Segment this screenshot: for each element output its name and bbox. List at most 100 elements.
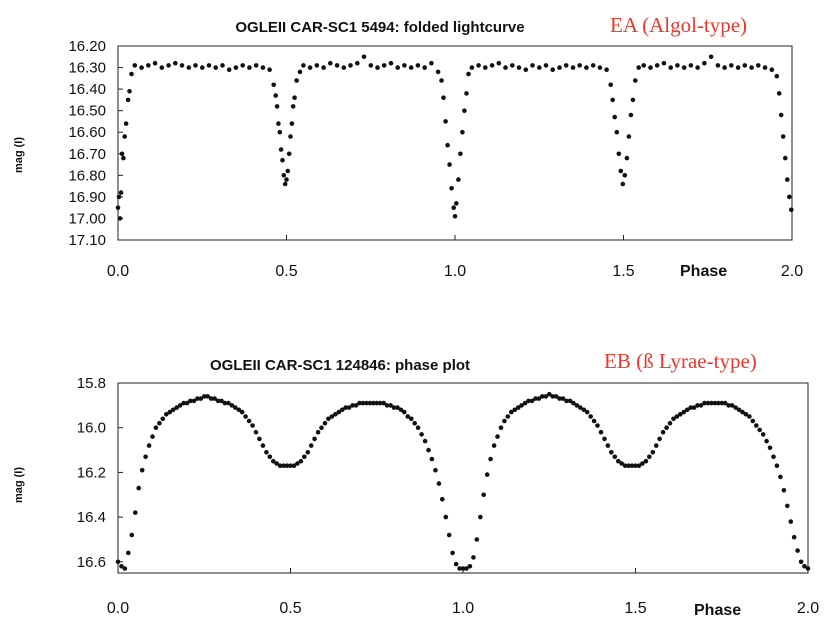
- x-tick-label: 0.0: [107, 600, 129, 617]
- data-point: [336, 409, 342, 415]
- data-point: [357, 400, 362, 406]
- data-point: [226, 400, 231, 406]
- x-axis-label: Phase: [680, 263, 727, 280]
- data-point: [789, 207, 794, 213]
- data-point: [698, 403, 704, 408]
- data-point: [747, 414, 752, 419]
- data-point: [179, 63, 185, 68]
- data-point: [314, 63, 320, 68]
- data-point: [166, 63, 171, 68]
- data-point: [726, 403, 731, 408]
- data-point: [195, 396, 200, 401]
- data-point: [374, 400, 380, 406]
- variable-class-label: EA (Algol-type): [610, 13, 747, 37]
- data-point: [471, 555, 476, 560]
- y-tick-label: 16.40: [68, 81, 106, 98]
- data-point: [460, 129, 465, 135]
- data-point: [277, 463, 283, 469]
- data-point: [395, 405, 400, 410]
- data-point: [526, 398, 531, 404]
- data-point: [236, 407, 242, 413]
- data-point: [540, 394, 545, 399]
- x-axis-label: Phase: [694, 602, 741, 619]
- data-point: [412, 420, 418, 426]
- data-point: [129, 71, 134, 77]
- data-point: [449, 186, 454, 191]
- data-point: [785, 503, 790, 509]
- data-point: [764, 438, 769, 444]
- data-point: [360, 400, 366, 406]
- data-point: [778, 112, 784, 118]
- data-point: [346, 405, 352, 410]
- data-point: [220, 63, 225, 68]
- data-point: [660, 429, 666, 435]
- data-point: [260, 65, 266, 70]
- data-point: [452, 214, 458, 219]
- data-point: [584, 409, 590, 415]
- data-point: [616, 151, 622, 157]
- data-point: [602, 436, 607, 442]
- data-point: [595, 423, 600, 428]
- data-point: [301, 63, 306, 68]
- data-point: [253, 63, 259, 68]
- data-point: [341, 65, 347, 70]
- data-point: [574, 403, 580, 408]
- data-point: [702, 400, 707, 406]
- data-point: [398, 407, 404, 413]
- data-point: [618, 168, 624, 174]
- data-point: [276, 121, 281, 126]
- data-point: [289, 121, 295, 126]
- data-point: [439, 78, 444, 83]
- data-point: [121, 155, 126, 161]
- data-point: [419, 432, 424, 437]
- data-point: [122, 134, 127, 139]
- data-point: [722, 400, 728, 406]
- y-tick-label: 17.10: [68, 232, 106, 249]
- data-point: [198, 396, 204, 401]
- data-point: [491, 443, 497, 448]
- data-point: [469, 65, 475, 70]
- data-points: [115, 391, 811, 571]
- data-point: [136, 485, 141, 491]
- data-point: [377, 400, 383, 406]
- data-point: [702, 60, 707, 66]
- data-point: [451, 205, 457, 210]
- data-point: [650, 450, 656, 455]
- data-point: [273, 93, 279, 98]
- data-point: [160, 416, 166, 422]
- data-point: [653, 443, 659, 448]
- data-point: [591, 418, 597, 424]
- data-point: [308, 443, 314, 448]
- data-point: [290, 104, 296, 109]
- data-point: [368, 63, 374, 68]
- data-point: [402, 409, 407, 415]
- data-point: [260, 443, 266, 448]
- data-point: [605, 443, 611, 448]
- data-point: [233, 405, 238, 410]
- data-point: [505, 414, 511, 419]
- data-point: [222, 400, 228, 406]
- data-point: [408, 65, 414, 70]
- data-point: [557, 65, 562, 70]
- data-point: [620, 181, 626, 187]
- data-point: [334, 63, 340, 68]
- data-point: [188, 398, 193, 404]
- data-point: [315, 429, 321, 435]
- data-point: [219, 398, 224, 404]
- data-point: [729, 63, 734, 68]
- plot-frame: [117, 382, 809, 574]
- data-point: [433, 467, 438, 473]
- data-point: [288, 463, 293, 469]
- data-point: [705, 400, 711, 406]
- data-point: [550, 67, 555, 72]
- x-tick-label: 0.0: [107, 263, 129, 280]
- chart-title: OGLEII CAR-SC1 124846: phase plot: [210, 357, 470, 374]
- data-point: [264, 450, 269, 455]
- data-point: [405, 414, 411, 419]
- data-points: [115, 54, 794, 221]
- data-point: [774, 463, 780, 469]
- data-point: [375, 65, 380, 70]
- data-point: [667, 420, 673, 426]
- data-point: [567, 398, 573, 404]
